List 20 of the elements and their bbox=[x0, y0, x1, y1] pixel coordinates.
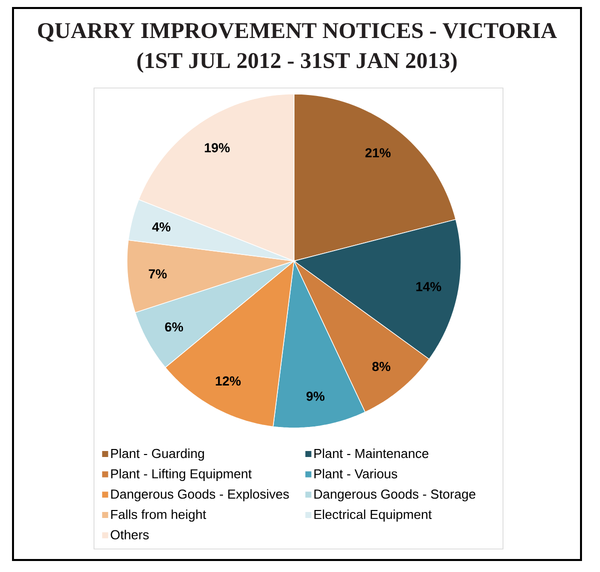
legend-label: Electrical Equipment bbox=[314, 510, 432, 522]
data-label: 9% bbox=[306, 392, 324, 401]
legend-label: Plant - Various bbox=[314, 468, 398, 478]
data-label: 4% bbox=[152, 222, 170, 232]
data-label: 6% bbox=[165, 322, 184, 332]
data-label: 14% bbox=[416, 282, 442, 292]
legend-label: Plant - Guarding bbox=[111, 448, 204, 461]
chart-subtitle: (1ST JUL 2012 - 31ST JAN 2013) bbox=[137, 52, 457, 73]
data-label: 8% bbox=[372, 362, 390, 372]
legend-label: Others bbox=[110, 530, 149, 540]
chart-title: QUARRY IMPROVEMENT NOTICES - VICTORIA bbox=[38, 23, 557, 42]
legend-label: Dangerous Goods - Explosives bbox=[111, 489, 289, 502]
data-label: 12% bbox=[216, 376, 241, 386]
legend-label: Dangerous Goods - Storage bbox=[314, 489, 476, 502]
data-label: 7% bbox=[148, 269, 167, 278]
data-label: 21% bbox=[365, 148, 391, 158]
legend-label: Falls from height bbox=[111, 510, 206, 522]
legend-label: Plant - Maintenance bbox=[314, 448, 428, 458]
legend-label: Plant - Lifting Equipment bbox=[111, 468, 252, 481]
data-label: 19% bbox=[204, 143, 230, 152]
